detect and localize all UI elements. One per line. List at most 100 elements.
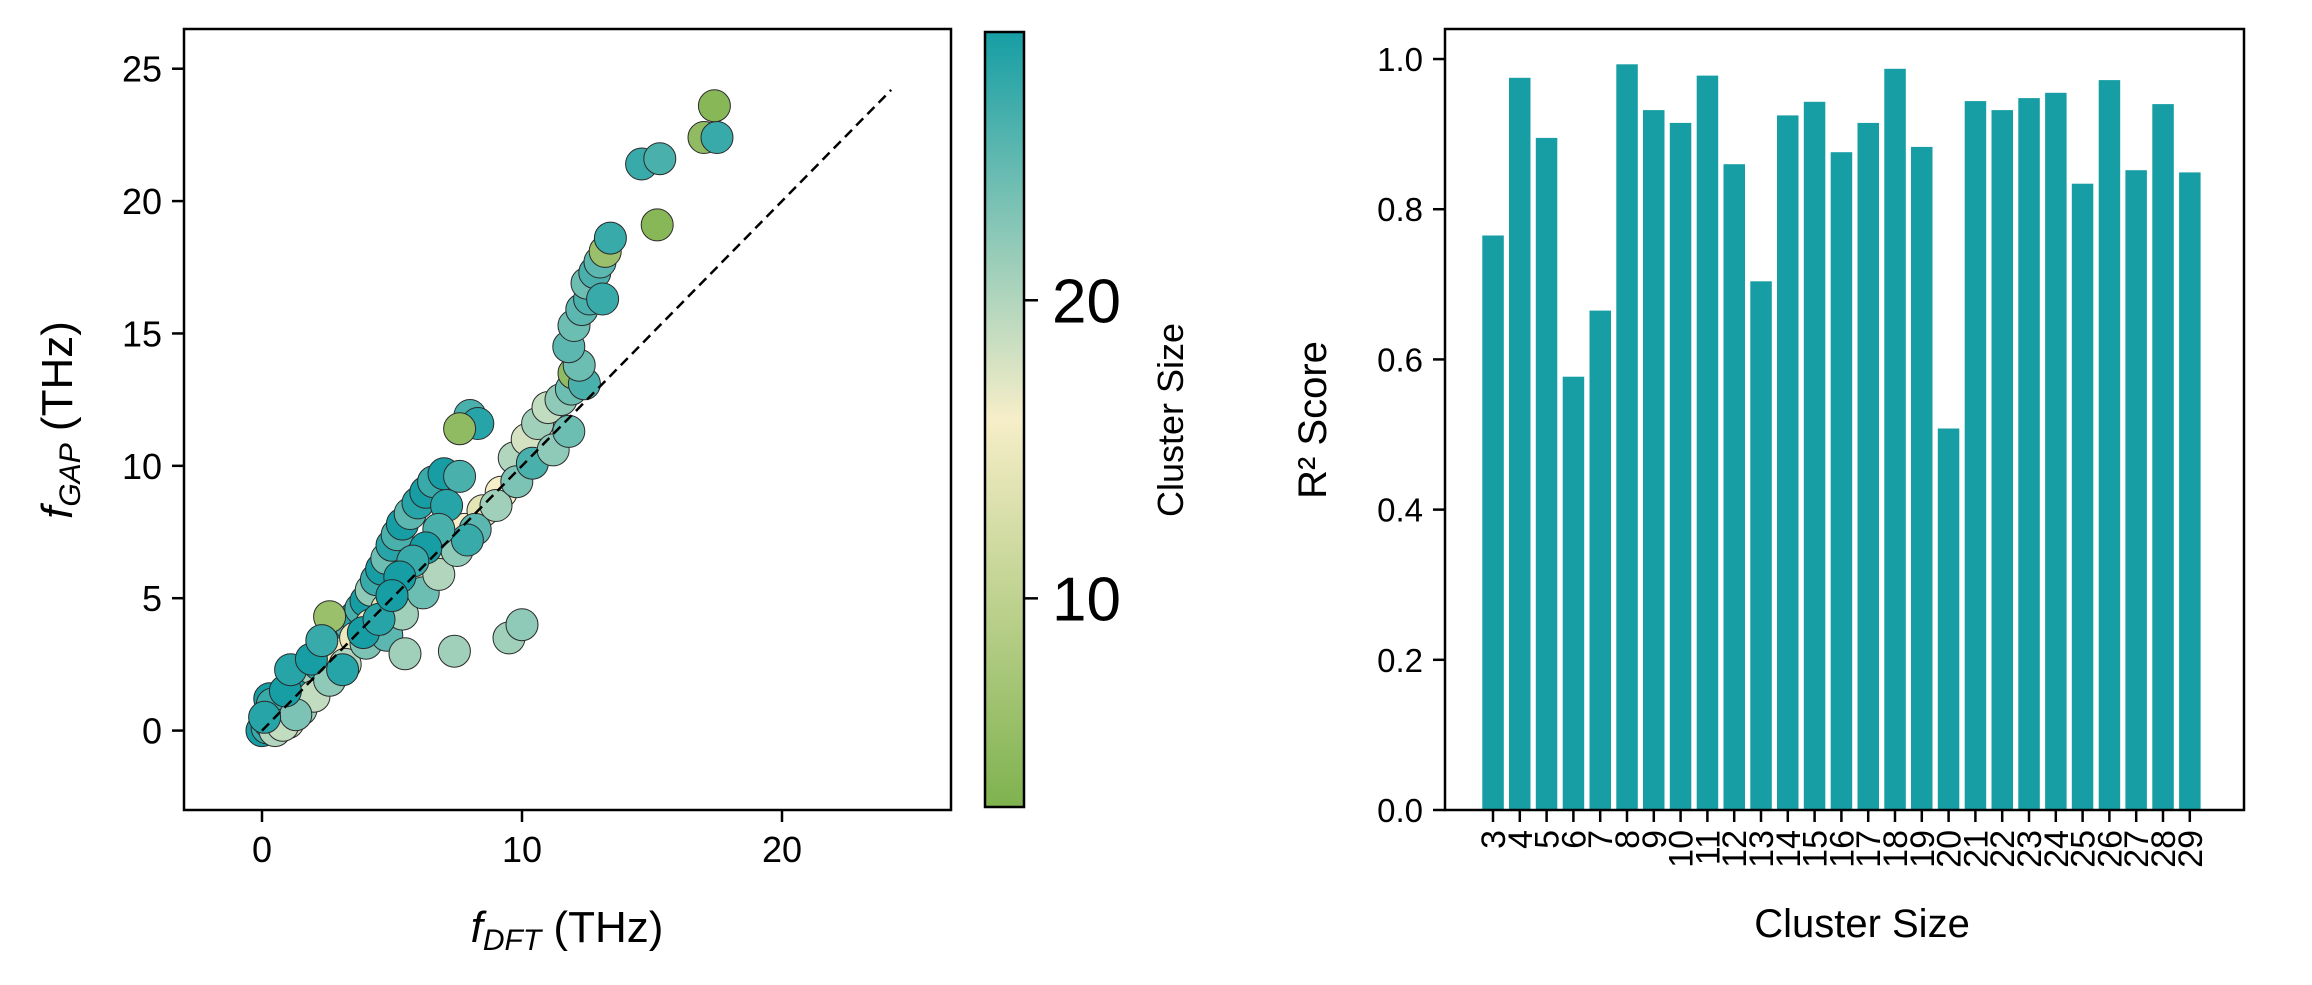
- bar-x-tick-label: 3: [1475, 830, 1513, 849]
- scatter-point: [248, 700, 282, 734]
- bar-plot-frame: [1443, 27, 2246, 812]
- scatter-y-tick-label: 20: [122, 181, 162, 222]
- bar: [1777, 115, 1799, 810]
- scatter-y-tick-label: 25: [122, 49, 162, 90]
- colorbar-fill: [985, 32, 1024, 807]
- bar: [1535, 137, 1558, 810]
- bar: [2125, 170, 2147, 810]
- bar-y-tick-label: 0.0: [1377, 792, 1423, 829]
- bar-x-tick-label: 19: [1904, 830, 1942, 868]
- scatter-point: [640, 208, 674, 242]
- bar-x-tick-label: 20: [1931, 830, 1969, 868]
- bar-x-tick-label: 8: [1609, 830, 1647, 849]
- bar-y-tick-label: 0.8: [1377, 191, 1423, 228]
- scatter-point: [388, 637, 422, 671]
- colorbar-ticks: 10 20: [1024, 267, 1121, 634]
- bar: [2152, 104, 2174, 811]
- scatter-x-axis: 0 10 20: [252, 810, 802, 870]
- bar-x-tick-label: 5: [1529, 830, 1567, 849]
- scatter-y-tick-label: 15: [122, 313, 162, 354]
- bar-x-tick-label: 27: [2118, 830, 2156, 868]
- bar: [1509, 77, 1531, 811]
- colorbar-tick-label: 20: [1052, 267, 1121, 336]
- bar-x-tick-label: 15: [1797, 830, 1835, 868]
- scatter-x-tick-label: 10: [502, 829, 542, 870]
- bar-x-tick-label: 22: [1984, 830, 2022, 868]
- bars: [1482, 64, 2201, 811]
- bar: [1589, 310, 1611, 810]
- bar: [1991, 110, 2013, 811]
- bar-y-tick-label: 0.2: [1377, 642, 1423, 679]
- scatter-point: [375, 579, 409, 613]
- bar: [1696, 75, 1719, 811]
- bar-x-tick-label: 26: [2091, 830, 2129, 868]
- colorbar-label: Cluster Size: [1150, 323, 1191, 517]
- bar-x-tick-label: 4: [1502, 830, 1540, 849]
- bar: [1911, 146, 1933, 810]
- bar: [1669, 122, 1692, 810]
- bar: [1803, 101, 1826, 811]
- scatter-point: [443, 412, 477, 446]
- scatter-point: [697, 89, 731, 123]
- bar-x-tick-label: 11: [1689, 830, 1727, 865]
- colorbar: 10 20 Cluster Size: [983, 30, 1191, 809]
- bar: [1723, 164, 1745, 810]
- scatter-point: [593, 221, 627, 255]
- bar: [1830, 152, 1853, 810]
- scatter-point: [700, 121, 734, 154]
- colorbar-frame: [983, 30, 1026, 809]
- bar: [2045, 92, 2067, 811]
- bar: [1482, 235, 1504, 810]
- bar-y-tick-label: 0.6: [1377, 341, 1423, 378]
- reference-line: [261, 89, 893, 732]
- scatter-point: [643, 142, 677, 176]
- bar: [1643, 110, 1665, 811]
- scatter-panel: 0 10 20 0 5 10 15 20 25 fDFT (THz) fGAP (THz): [33, 27, 953, 957]
- bar-x-axis: 3456789101112131415161718192021222324252…: [1475, 810, 2210, 868]
- bar: [1884, 68, 1906, 811]
- scatter-point: [422, 557, 456, 591]
- bar: [2018, 98, 2040, 811]
- scatter-point: [552, 414, 586, 448]
- bar: [1750, 281, 1772, 810]
- bar-y-tick-label: 1.0: [1377, 41, 1423, 78]
- bar-y-axis-label: R² Score: [1291, 341, 1335, 499]
- bar-y-tick-label: 0.4: [1377, 492, 1423, 529]
- bar: [1964, 101, 1987, 811]
- scatter-y-tick-label: 0: [142, 711, 162, 752]
- scatter-point: [326, 653, 360, 687]
- bar-x-tick-label: 9: [1636, 830, 1674, 849]
- bar-y-axis: 0.0 0.2 0.4 0.6 0.8 1.0: [1377, 41, 1445, 829]
- bar: [1937, 428, 1960, 810]
- scatter-point: [437, 634, 471, 668]
- bar-x-tick-label: 16: [1823, 830, 1861, 868]
- bar-x-tick-label: 21: [1957, 830, 1995, 868]
- scatter-y-tick-label: 5: [142, 578, 162, 619]
- bar-x-tick-label: 6: [1555, 830, 1593, 849]
- scatter-point: [479, 489, 513, 522]
- colorbar-tick-label: 10: [1052, 565, 1121, 634]
- bar-x-tick-label: 17: [1850, 830, 1888, 868]
- bar-x-tick-label: 18: [1877, 830, 1915, 868]
- scatter-point: [443, 459, 477, 493]
- scatter-x-axis-label: fDFT (THz): [471, 903, 664, 957]
- bar: [2071, 183, 2094, 810]
- bar-x-tick-label: 28: [2145, 830, 2183, 868]
- scatter-point: [305, 624, 339, 658]
- scatter-point: [505, 608, 539, 642]
- scatter-points: [245, 89, 734, 748]
- bar-panel: 3456789101112131415161718192021222324252…: [1291, 27, 2246, 946]
- bar: [1857, 122, 1879, 810]
- bar: [2098, 80, 2121, 811]
- scatter-x-tick-label: 0: [252, 829, 272, 870]
- bar-x-tick-label: 29: [2172, 830, 2210, 868]
- bar-x-tick-label: 13: [1743, 830, 1781, 868]
- scatter-y-axis-label: fGAP (THz): [33, 321, 87, 519]
- bar-x-tick-label: 24: [2038, 830, 2076, 868]
- bar: [2179, 172, 2201, 810]
- bar-x-tick-label: 25: [2065, 830, 2103, 868]
- bar-x-tick-label: 10: [1663, 830, 1701, 868]
- bar-x-tick-label: 14: [1770, 830, 1808, 868]
- bar-x-tick-label: 12: [1716, 830, 1754, 868]
